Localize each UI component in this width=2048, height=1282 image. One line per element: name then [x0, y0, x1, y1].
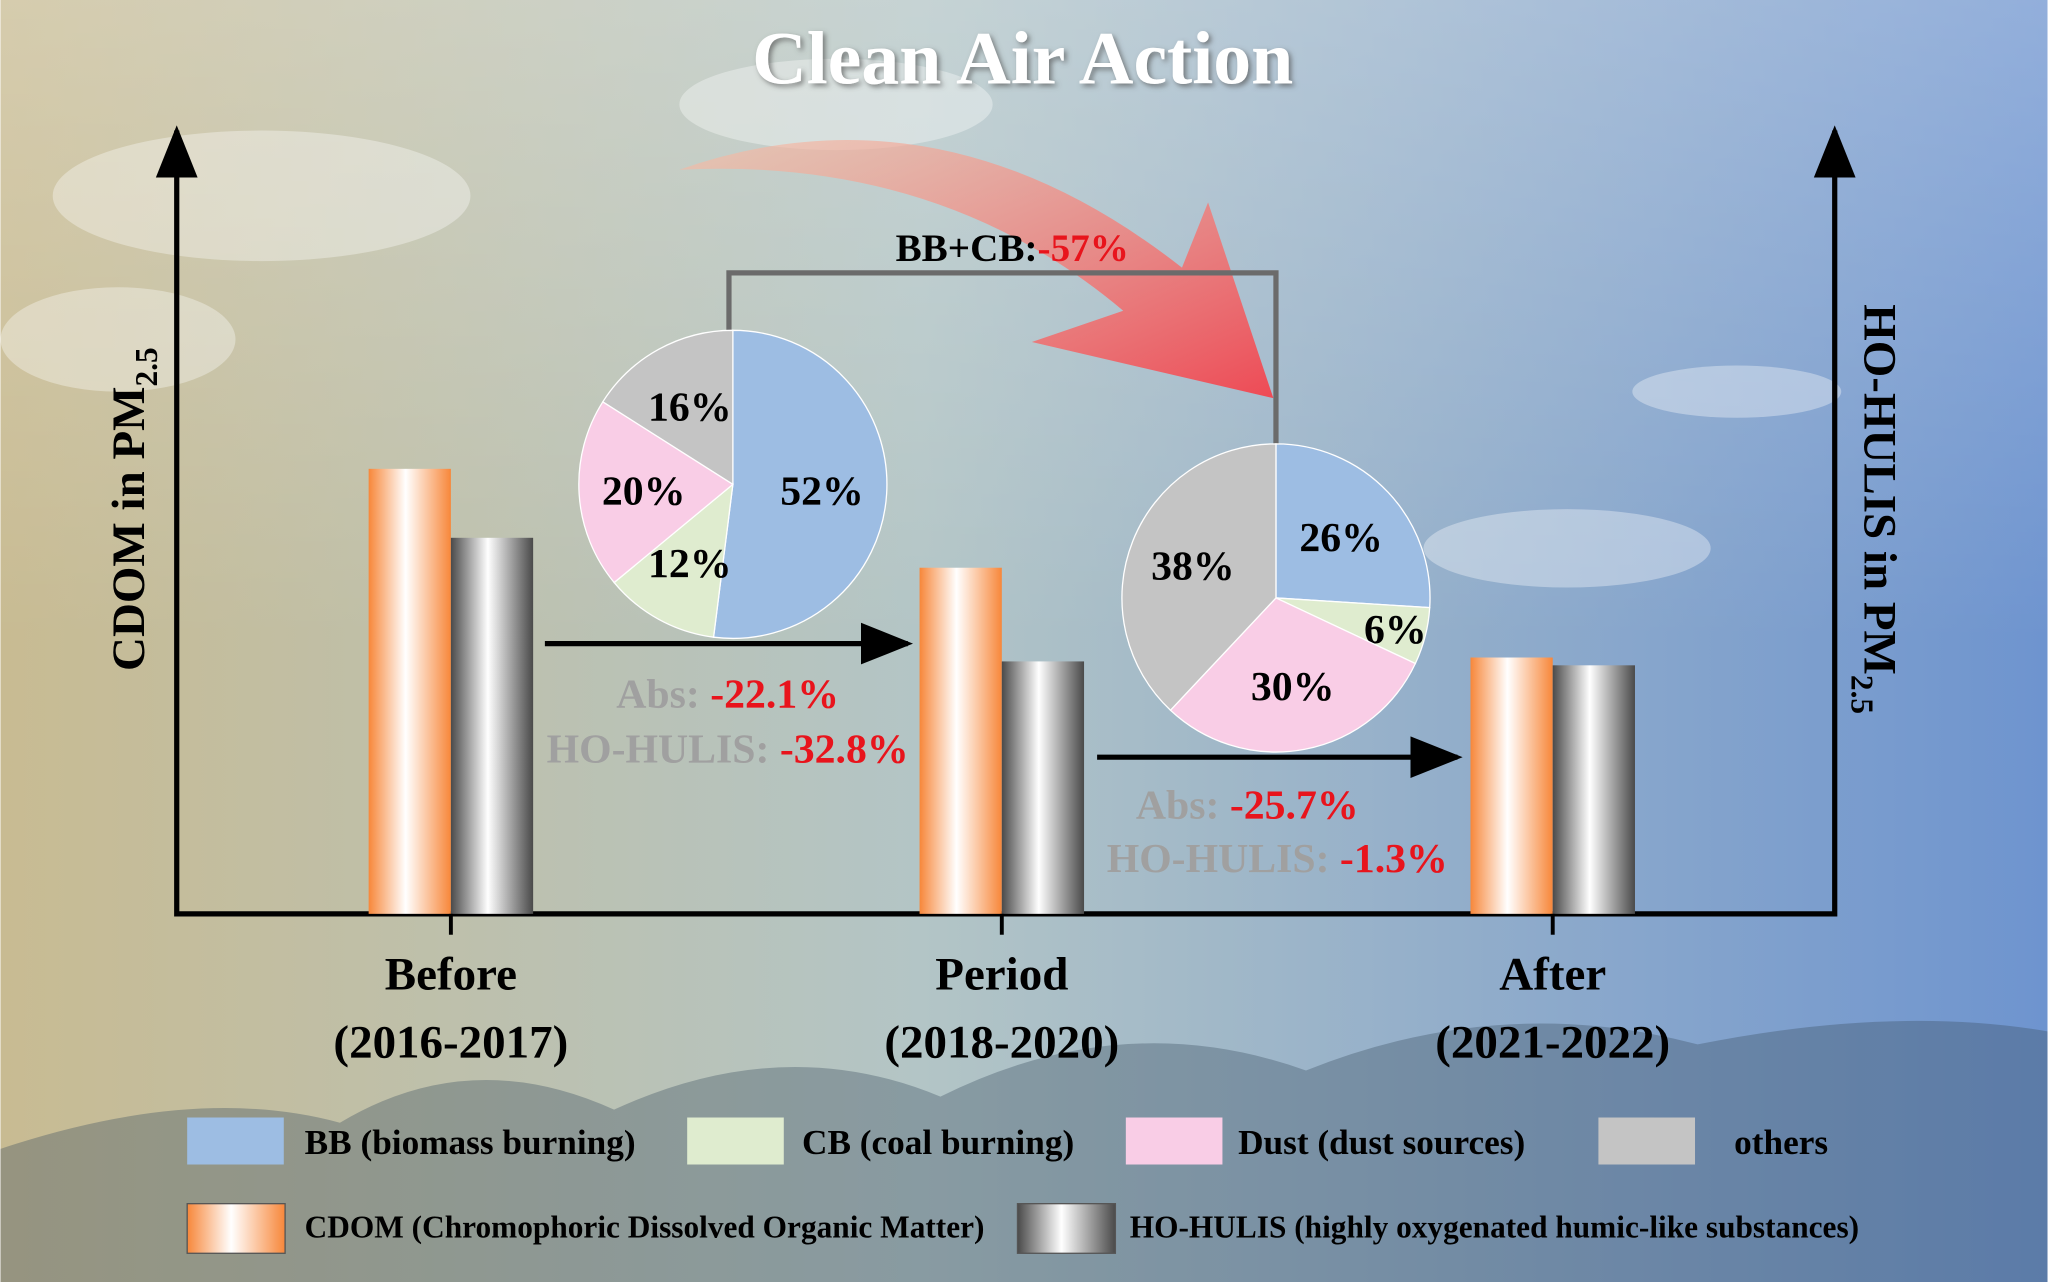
legend-swatch — [1125, 1117, 1223, 1165]
annotation-value: -32.8% — [780, 726, 909, 772]
bar — [919, 567, 1002, 914]
bar — [368, 468, 451, 914]
axis-label: HO-HULIS in PM2.5 — [1845, 304, 1906, 714]
annotation-value: -22.1% — [710, 672, 839, 718]
legend-label: BB (biomass burning) — [305, 1123, 636, 1162]
pie-slice — [1275, 443, 1431, 609]
pie-slice — [1121, 443, 1277, 712]
legend-swatch — [687, 1117, 784, 1165]
pie-slice — [712, 329, 888, 640]
mountains — [0, 1020, 2048, 1282]
legend-label: HO-HULIS (highly oxygenated humic-like s… — [1130, 1210, 1859, 1245]
chart-title: Clean Air Action — [752, 18, 1293, 101]
pie-label: 20% — [602, 468, 686, 514]
pie-label: 30% — [1251, 664, 1335, 710]
pie-label: 26% — [1299, 515, 1383, 561]
legend-label: others — [1734, 1123, 1828, 1162]
legend-swatch — [1016, 1203, 1117, 1254]
x-tick-label: Period — [935, 949, 1068, 1001]
bracket — [726, 270, 1279, 444]
legend-swatch — [186, 1203, 286, 1254]
annotation: Abs: -25.7% — [1136, 783, 1359, 829]
x-tick-sublabel: (2018-2020) — [884, 1016, 1119, 1068]
bar — [450, 537, 534, 914]
legend-label: CB (coal burning) — [802, 1123, 1074, 1162]
annotation-value: -1.3% — [1340, 836, 1448, 882]
pie-slice — [613, 482, 734, 638]
annotation: HO-HULIS: -1.3% — [1107, 836, 1448, 882]
annotation-label: Abs: — [616, 672, 710, 718]
pie-label: 16% — [648, 384, 732, 430]
pie-slice — [601, 329, 734, 486]
x-tick-sublabel: (2016-2017) — [333, 1016, 568, 1068]
legend-swatch — [187, 1117, 284, 1165]
annotation: Abs: -22.1% — [616, 672, 839, 718]
pie-label: 38% — [1151, 543, 1235, 589]
bar — [1001, 661, 1085, 914]
x-tick-label: Before — [385, 949, 517, 1001]
annotation-label: HO-HULIS: — [547, 726, 780, 772]
x-tick-label: After — [1499, 949, 1606, 1001]
axis-label-subscript: 2.5 — [129, 347, 164, 386]
annotation-label: BB+CB: — [896, 227, 1038, 270]
axis-label-text: CDOM in PM — [103, 386, 155, 670]
bar — [1470, 657, 1553, 914]
axis-label-text: HO-HULIS in PM — [1854, 304, 1906, 675]
annotation: BB+CB:-57% — [896, 227, 1129, 270]
legend-swatch — [1598, 1117, 1696, 1165]
axis-label-subscript: 2.5 — [1845, 675, 1880, 714]
x-tick-sublabel: (2021-2022) — [1435, 1016, 1670, 1068]
axis-label-group: HO-HULIS in PM2.5 — [1845, 304, 1906, 714]
pie-slice — [578, 400, 734, 584]
pie-label: 12% — [648, 541, 732, 587]
annotation-value: -57% — [1038, 227, 1129, 270]
pie-label: 52% — [780, 468, 864, 514]
axis-label: CDOM in PM2.5 — [103, 347, 164, 671]
trend-arrow — [679, 139, 1274, 399]
annotation-label: Abs: — [1136, 783, 1230, 829]
pie-slice — [1169, 597, 1417, 753]
annotation-label: HO-HULIS: — [1107, 836, 1340, 882]
legend-label: Dust (dust sources) — [1238, 1123, 1525, 1162]
annotation: HO-HULIS: -32.8% — [547, 726, 909, 772]
legend-label: CDOM (Chromophoric Dissolved Organic Mat… — [305, 1210, 985, 1245]
axis-label-group: CDOM in PM2.5 — [103, 347, 164, 671]
annotation-value: -25.7% — [1230, 783, 1359, 829]
bar — [1552, 665, 1635, 914]
